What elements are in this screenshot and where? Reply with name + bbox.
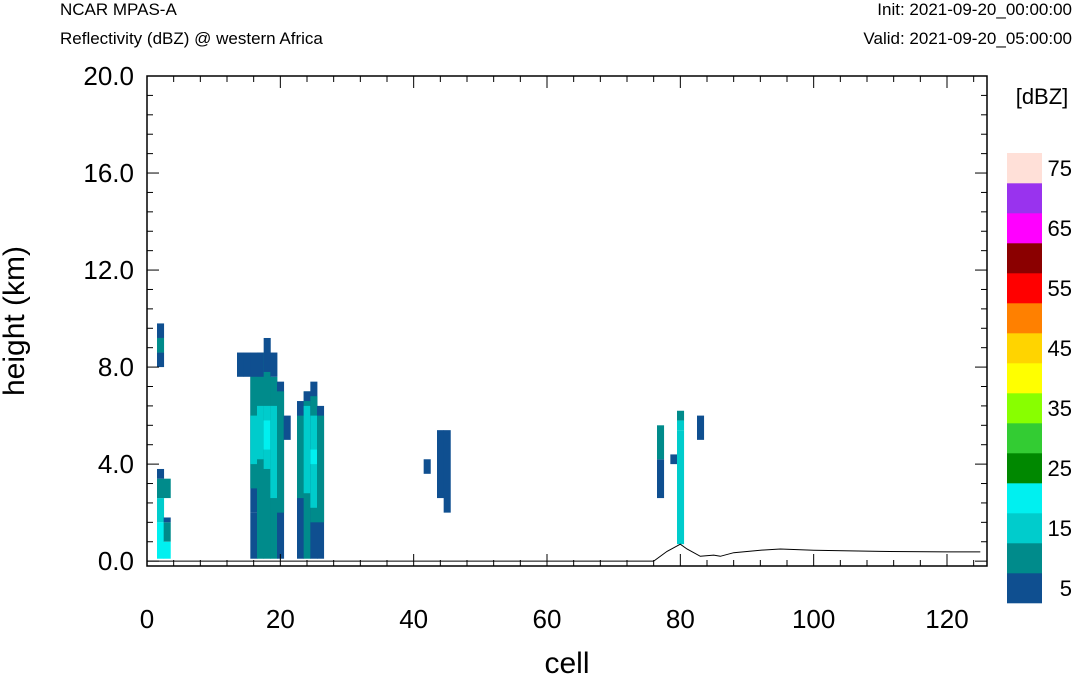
reflectivity-cell [263,420,271,450]
y-tick-label: 16.0 [83,158,134,188]
y-tick-label: 12.0 [83,255,134,285]
colorbar-swatch [1007,333,1042,364]
reflectivity-cell [657,425,665,460]
colorbar-label: 35 [1048,396,1072,421]
reflectivity-cell [277,391,285,513]
reflectivity-cell [303,405,311,494]
colorbar-swatch [1007,543,1042,574]
y-tick-label: 0.0 [98,546,134,576]
colorbar-label: 65 [1048,216,1072,241]
valid-time: Valid: 2021-09-20_05:00:00 [863,29,1072,48]
reflectivity-cell [670,454,678,465]
colorbar-swatch [1007,363,1042,394]
reflectivity-cell [303,391,311,402]
reflectivity-cell [677,410,685,421]
reflectivity-cell [157,522,165,559]
x-axis-label: cell [544,647,589,677]
init-time: Init: 2021-09-20_00:00:00 [877,0,1072,19]
x-tick-label: 100 [792,604,835,634]
reflectivity-cell [157,478,165,499]
x-tick-label: 120 [925,604,968,634]
colorbar-label: 75 [1048,156,1072,181]
colorbar-swatch [1007,303,1042,334]
x-tick-label: 80 [666,604,695,634]
colorbar-swatch [1007,453,1042,484]
colorbar-label: 15 [1048,516,1072,541]
x-tick-label: 40 [399,604,428,634]
y-axis: 0.0 4.0 8.0 12.0 16.0 20.0 [83,61,987,576]
colorbar-swatch [1007,243,1042,274]
reflectivity-cell [250,512,258,559]
reflectivity-cell [157,352,165,368]
reflectivity-cell [263,337,271,372]
reflectivity-cell [250,415,258,465]
model-name: NCAR MPAS-A [60,0,177,19]
reflectivity-cell [157,498,165,523]
x-tick-label: 0 [140,604,154,634]
x-tick-label: 60 [533,604,562,634]
reflectivity-cell [297,415,305,499]
reflectivity-cell [270,405,278,499]
reflectivity-cell [163,522,171,542]
reflectivity-cell [163,517,171,523]
colorbar-label: 55 [1048,276,1072,301]
reflectivity-cell [243,352,251,377]
colorbar-swatch [1007,393,1042,424]
terrain-line [147,543,981,562]
colorbar-swatch [1007,573,1042,604]
reflectivity-cell [270,352,278,377]
reflectivity-cell [157,323,165,338]
colorbar-label: 45 [1048,336,1072,361]
colorbar-swatch [1007,273,1042,304]
chart-subtitle: Reflectivity (dBZ) @ western Africa [60,29,323,48]
reflectivity-cell [157,468,165,479]
reflectivity-cell [310,449,318,465]
reflectivity-cell [677,430,685,545]
x-axis: 0 20 40 60 80 100 120 [140,76,975,634]
reflectivity-cell [317,415,325,523]
colorbar-swatch [1007,213,1042,244]
colorbar-swatch [1007,513,1042,544]
reflectivity-cell [163,541,171,559]
colorbar-label: 5 [1060,576,1072,601]
colorbar-swatch [1007,153,1042,184]
y-tick-label: 20.0 [83,61,134,91]
colorbar-swatch [1007,423,1042,454]
reflectivity-cell [283,415,291,440]
y-tick-label: 4.0 [98,449,134,479]
reflectivity-cell [157,337,165,353]
reflectivity-cell [443,430,451,513]
reflectivity-cell [257,405,265,460]
colorbar-title: [dBZ] [1016,84,1069,109]
reflectivity-cell [697,415,705,440]
reflectivity-cell [657,459,665,499]
reflectivity-cell [677,420,685,431]
reflectivity-cell [163,478,171,499]
colorbar: 5 15 25 35 45 55 65 75 [1007,153,1072,604]
plot-frame [146,75,988,567]
colorbar-swatch [1007,483,1042,514]
reflectivity-cell [437,430,445,499]
y-axis-label: height (km) [0,246,31,396]
reflectivity-cell [237,352,245,377]
x-tick-label: 20 [266,604,295,634]
colorbar-label: 25 [1048,456,1072,481]
reflectivity-cell [257,352,265,377]
reflectivity-cell [423,459,431,474]
y-tick-label: 8.0 [98,352,134,382]
reflectivity-cells [157,323,705,559]
colorbar-swatch [1007,183,1042,214]
